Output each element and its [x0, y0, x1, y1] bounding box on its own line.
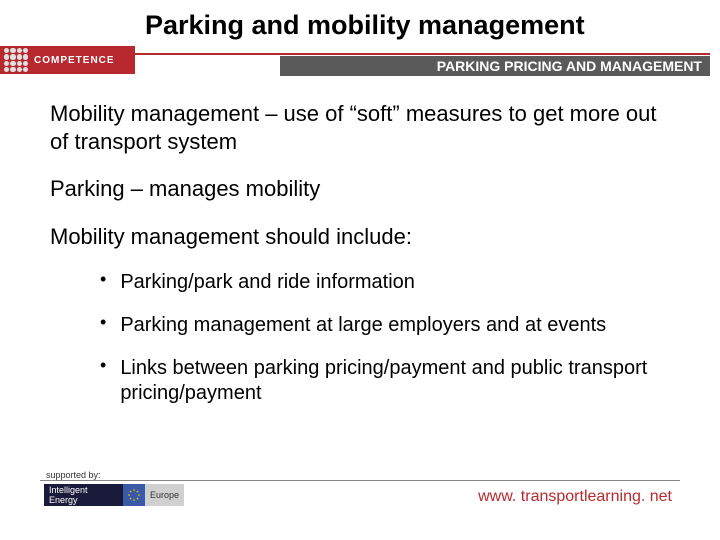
slide-footer: supported by: Intelligent Energy Europe … [0, 480, 720, 530]
bullet-dot-icon: • [100, 356, 106, 406]
footer-url: www. transportlearning. net [478, 488, 672, 506]
competence-logo: COMPETENCE [0, 46, 135, 74]
bullet-item: • Parking/park and ride information [100, 270, 670, 295]
intelligent-energy-badge: Intelligent Energy Europe [44, 484, 184, 506]
eu-flag-icon [123, 484, 145, 506]
paragraph-1: Mobility management – use of “soft” meas… [50, 100, 670, 155]
bullet-item: • Parking management at large employers … [100, 313, 670, 338]
bullet-text: Links between parking pricing/payment an… [120, 356, 670, 406]
bullet-text: Parking management at large employers an… [120, 313, 670, 338]
slide-content: Mobility management – use of “soft” meas… [0, 80, 720, 406]
subtitle-bar: PARKING PRICING AND MANAGEMENT [280, 56, 710, 76]
logo-dots-icon [4, 48, 28, 72]
bullet-dot-icon: • [100, 313, 106, 338]
paragraph-3: Mobility management should include: [50, 223, 670, 251]
bullet-item: • Links between parking pricing/payment … [100, 356, 670, 406]
logo-text: COMPETENCE [34, 55, 115, 66]
ie-badge-right: Europe [145, 484, 184, 506]
bullet-list: • Parking/park and ride information • Pa… [50, 270, 670, 406]
supported-by-label: supported by: [46, 470, 101, 480]
footer-divider [40, 480, 680, 481]
paragraph-2: Parking – manages mobility [50, 175, 670, 203]
divider-line [135, 53, 710, 55]
slide-header: Parking and mobility management COMPETEN… [0, 0, 720, 80]
ie-badge-left: Intelligent Energy [44, 484, 123, 506]
bullet-text: Parking/park and ride information [120, 270, 670, 295]
bullet-dot-icon: • [100, 270, 106, 295]
slide-title: Parking and mobility management [0, 0, 720, 41]
